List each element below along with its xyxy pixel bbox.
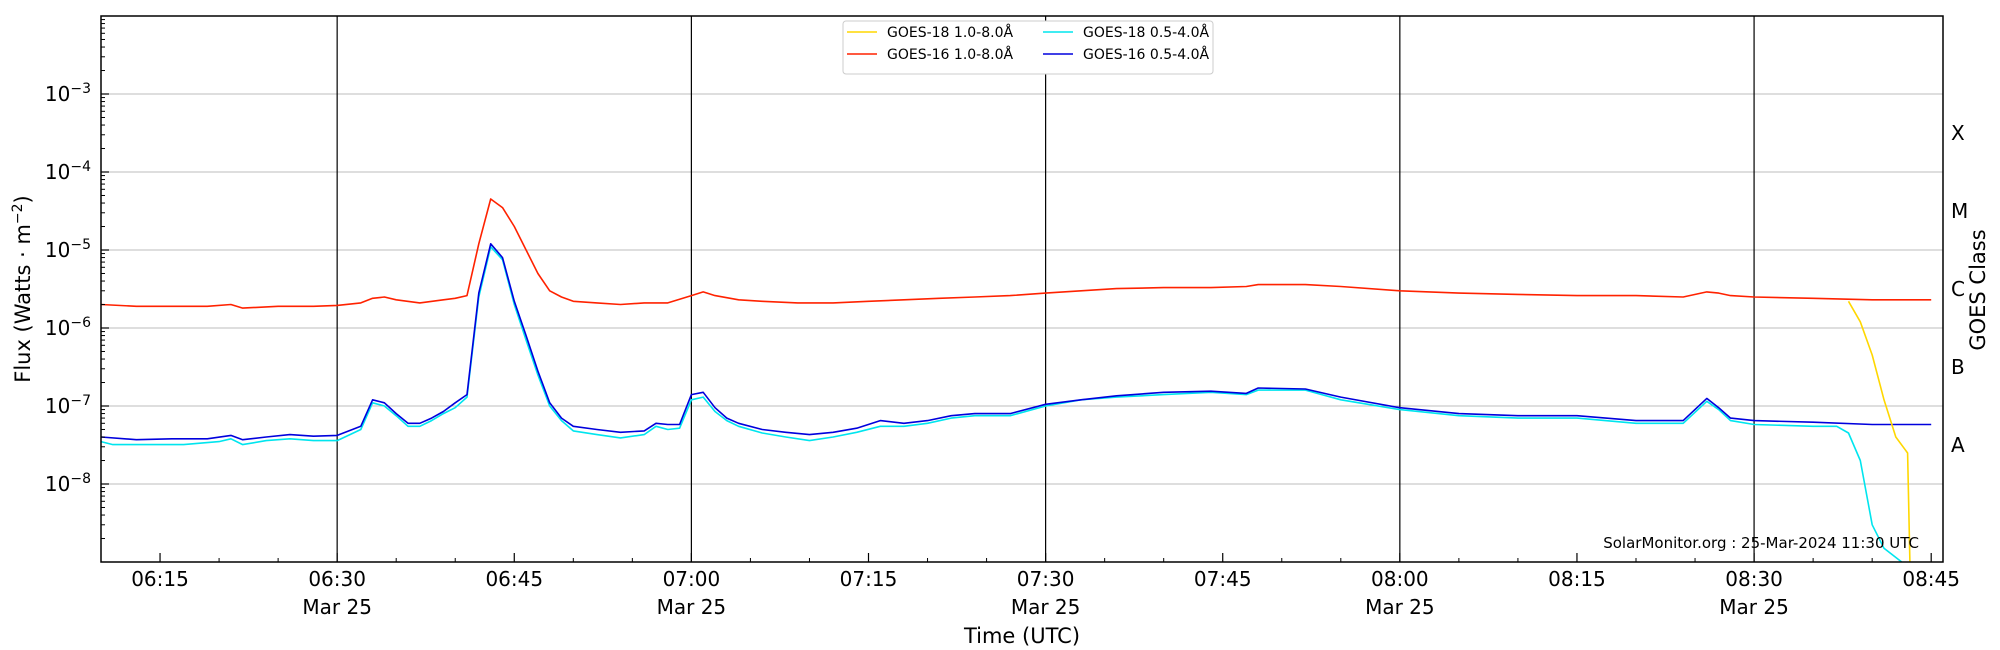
legend-label-3: GOES-16 0.5-4.0Å — [1083, 46, 1209, 63]
y-tick-exponent: −7 — [70, 393, 91, 409]
y-tick-base: 10 — [45, 238, 70, 262]
series-line-0 — [1847, 300, 1911, 563]
legend: GOES-18 1.0-8.0Å GOES-16 1.0-8.0Å GOES-18 … — [842, 20, 1214, 75]
x-tick-date-5: Mar 25 — [1011, 595, 1081, 619]
y-tick-exponent: −3 — [70, 81, 91, 97]
y-tick-label-5: 10−8 — [45, 471, 91, 496]
goes-class-labels: X M C B A — [1951, 121, 1968, 457]
x-tick-label-1: 06:30 — [308, 567, 366, 591]
x-tick-label-10: 08:45 — [1902, 567, 1960, 591]
x-axis-ticks: 06:15 06:30 Mar 25 06:45 07:00 Mar 25 07:15 07:… — [100, 553, 1960, 619]
y-tick-exponent: −4 — [70, 159, 91, 175]
x-tick-label-7: 08:00 — [1371, 567, 1429, 591]
y-tick-base: 10 — [45, 160, 70, 184]
goes-class-b: B — [1951, 355, 1965, 379]
y-tick-exponent: −5 — [70, 237, 91, 253]
plot-frame — [100, 15, 1944, 563]
series-line-2 — [100, 246, 1903, 563]
y-tick-base: 10 — [45, 316, 70, 340]
y-tick-label-4: 10−7 — [45, 393, 91, 418]
y-tick-exponent: −8 — [70, 471, 91, 487]
y-axis-label-close: ) — [11, 195, 35, 203]
goes-class-x: X — [1951, 121, 1965, 145]
x-tick-date-7: Mar 25 — [1365, 595, 1435, 619]
day-boundary-lines — [336, 16, 1755, 562]
y-axis-label-exponent: −2 — [10, 203, 26, 224]
y-axis-label-main: Flux (Watts · m — [11, 224, 35, 383]
x-tick-label-4: 07:15 — [840, 567, 898, 591]
x-tick-label-0: 06:15 — [131, 567, 189, 591]
legend-label-2: GOES-18 0.5-4.0Å — [1083, 24, 1209, 41]
legend-label-0: GOES-18 1.0-8.0Å — [887, 24, 1013, 41]
x-tick-label-3: 07:00 — [663, 567, 721, 591]
y-axis-ticks: 10−310−410−510−610−710−8 — [45, 19, 109, 540]
x-tick-label-5: 07:30 — [1017, 567, 1075, 591]
x-tick-label-6: 07:45 — [1194, 567, 1252, 591]
y-tick-label-2: 10−5 — [45, 237, 91, 262]
y-tick-label-0: 10−3 — [45, 81, 91, 106]
y-tick-base: 10 — [45, 472, 70, 496]
legend-box — [842, 20, 1214, 75]
y-tick-label-3: 10−6 — [45, 315, 91, 340]
x-tick-date-1: Mar 25 — [302, 595, 372, 619]
goes-class-m: M — [1951, 199, 1968, 223]
source-annotation: SolarMonitor.org : 25-Mar-2024 11:30 UTC — [1603, 534, 1919, 552]
y-axis-label: Flux (Watts · m−2) — [10, 195, 35, 383]
grid-lines — [101, 93, 1943, 485]
x-tick-date-3: Mar 25 — [657, 595, 727, 619]
x-tick-date-9: Mar 25 — [1719, 595, 1789, 619]
x-axis-label: Time (UTC) — [963, 624, 1080, 648]
legend-label-1: GOES-16 1.0-8.0Å — [887, 46, 1013, 63]
goes-class-a: A — [1951, 433, 1965, 457]
y-tick-label-1: 10−4 — [45, 159, 91, 184]
flux-series — [100, 198, 1932, 563]
x-tick-label-8: 08:15 — [1548, 567, 1606, 591]
x-tick-label-9: 08:30 — [1725, 567, 1783, 591]
goes-class-c: C — [1951, 277, 1965, 301]
series-line-3 — [100, 243, 1932, 441]
x-tick-label-2: 06:45 — [485, 567, 543, 591]
y-tick-base: 10 — [45, 394, 70, 418]
goes-class-axis-label: GOES Class — [1966, 229, 1990, 350]
y-tick-exponent: −6 — [70, 315, 91, 331]
y-tick-base: 10 — [45, 82, 70, 106]
series-line-1 — [100, 198, 1932, 309]
